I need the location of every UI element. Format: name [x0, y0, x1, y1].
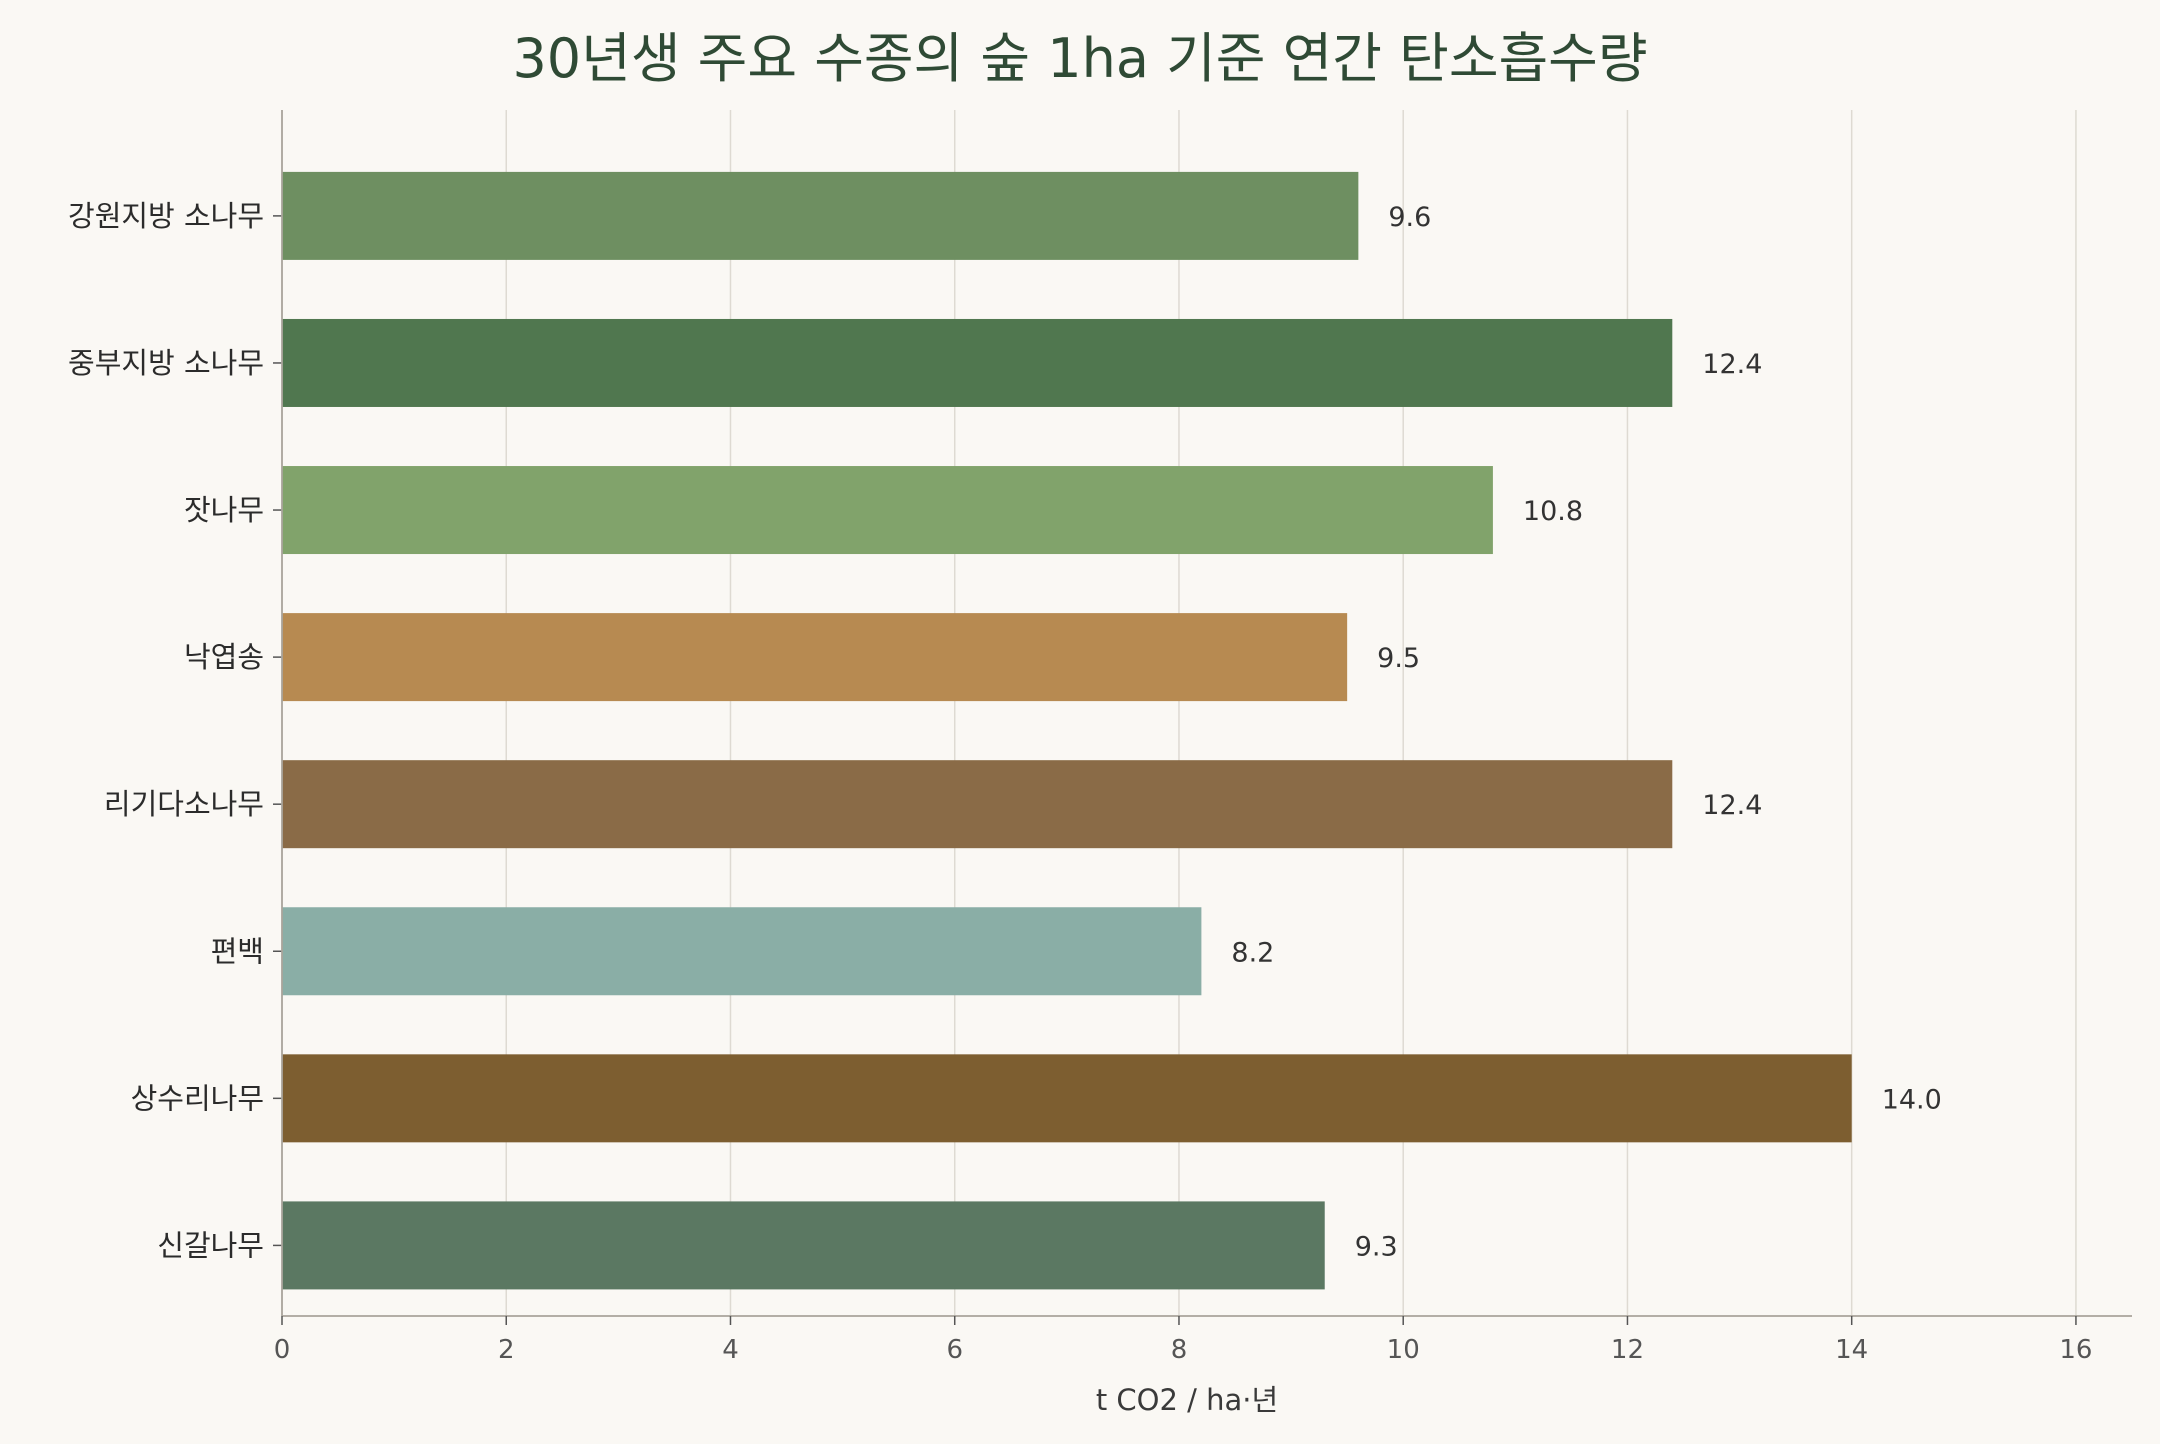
- bar-4: [282, 760, 1673, 849]
- bar-1: [282, 318, 1673, 407]
- bar-0: [282, 171, 1359, 260]
- x-tick-label-2: 2: [498, 1335, 515, 1365]
- category-label-1: 중부지방 소나무: [68, 346, 264, 380]
- bars: [282, 171, 1852, 1290]
- x-tick-label-12: 12: [1611, 1335, 1644, 1365]
- x-tick-label-0: 0: [274, 1335, 291, 1365]
- gridlines: [505, 110, 2077, 1316]
- value-label-2: 10.8: [1523, 496, 1583, 527]
- bar-3: [282, 613, 1348, 702]
- x-tick-label-16: 16: [2059, 1335, 2092, 1365]
- x-tick-label-4: 4: [722, 1335, 739, 1365]
- x-tick-label-8: 8: [1171, 1335, 1188, 1365]
- category-label-6: 상수리나무: [131, 1081, 264, 1115]
- bar-7: [282, 1201, 1325, 1290]
- x-tick-label-10: 10: [1387, 1335, 1420, 1365]
- x-axis-title: t CO2 / ha·년: [1096, 1383, 1278, 1417]
- chart-title: 30년생 주요 수종의 숲 1ha 기준 연간 탄소흡수량: [512, 27, 1648, 90]
- category-label-5: 편백: [211, 934, 264, 968]
- category-label-0: 강원지방 소나무: [68, 199, 264, 233]
- value-label-3: 9.5: [1377, 643, 1420, 674]
- bar-2: [282, 466, 1493, 555]
- value-label-1: 12.4: [1702, 349, 1762, 380]
- category-label-4: 리기다소나무: [104, 787, 264, 821]
- value-label-5: 8.2: [1231, 937, 1274, 968]
- bar-6: [282, 1054, 1852, 1143]
- value-label-6: 14.0: [1882, 1084, 1942, 1115]
- value-label-0: 9.6: [1388, 202, 1431, 233]
- category-label-7: 신갈나무: [157, 1228, 264, 1262]
- category-label-3: 낙엽송: [184, 640, 264, 674]
- value-label-7: 9.3: [1355, 1231, 1398, 1262]
- bar-5: [282, 907, 1202, 996]
- data-labels: 9.6 12.4 10.8 9.5 12.4 8.2 14.0 9.3: [1231, 202, 1941, 1263]
- value-label-4: 12.4: [1702, 790, 1762, 821]
- category-label-2: 잣나무: [184, 493, 264, 527]
- x-tick-label-14: 14: [1835, 1335, 1868, 1365]
- x-tick-label-6: 6: [946, 1335, 963, 1365]
